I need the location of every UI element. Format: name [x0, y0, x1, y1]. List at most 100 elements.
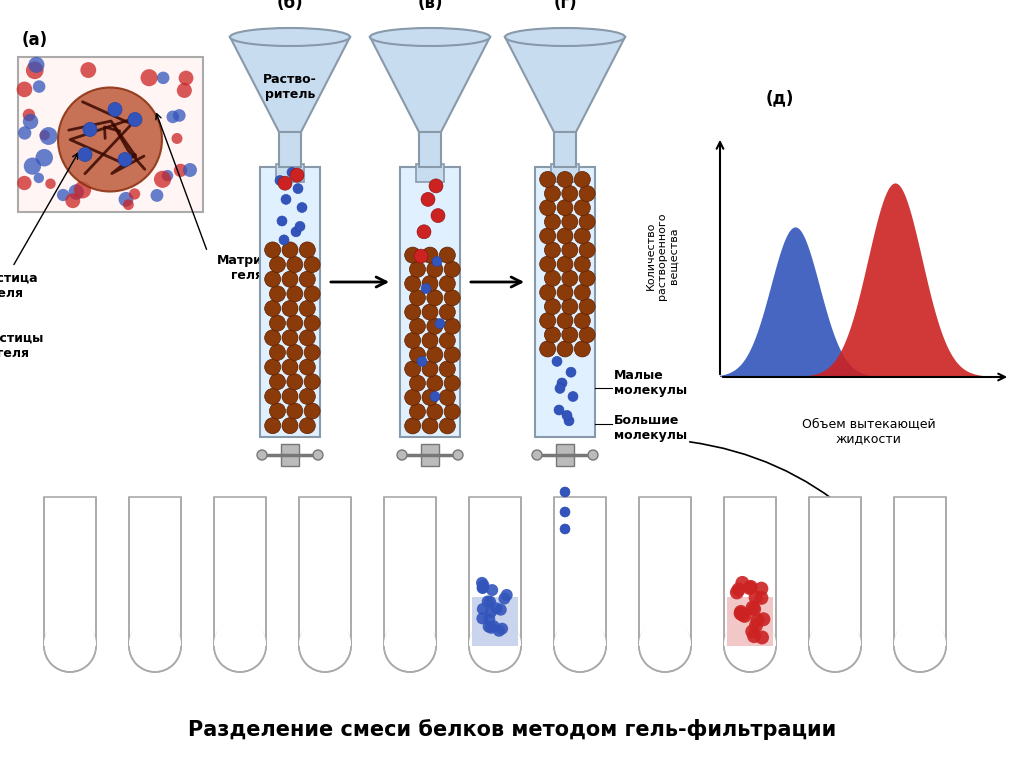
- Circle shape: [304, 257, 321, 272]
- Circle shape: [545, 242, 560, 258]
- Circle shape: [745, 624, 759, 638]
- Text: Большие
молекулы: Большие молекулы: [614, 414, 687, 443]
- Ellipse shape: [469, 618, 521, 670]
- Circle shape: [439, 304, 456, 320]
- Circle shape: [66, 193, 80, 208]
- Circle shape: [69, 184, 84, 199]
- Circle shape: [557, 256, 573, 272]
- Text: (в): (в): [417, 0, 442, 12]
- Circle shape: [432, 256, 442, 266]
- Ellipse shape: [894, 620, 946, 672]
- Text: (б): (б): [276, 0, 303, 12]
- Polygon shape: [505, 37, 625, 132]
- Circle shape: [264, 330, 281, 346]
- Circle shape: [171, 133, 182, 144]
- Circle shape: [496, 623, 508, 634]
- Circle shape: [737, 609, 752, 623]
- Circle shape: [562, 186, 578, 202]
- Ellipse shape: [554, 620, 606, 672]
- Circle shape: [755, 591, 768, 605]
- Circle shape: [562, 298, 578, 314]
- Circle shape: [304, 344, 321, 360]
- Circle shape: [275, 176, 285, 186]
- Text: Объем вытекающей
жидкости: Объем вытекающей жидкости: [802, 417, 935, 445]
- Circle shape: [557, 199, 573, 216]
- Circle shape: [545, 270, 560, 286]
- Circle shape: [748, 602, 761, 616]
- Circle shape: [580, 298, 595, 314]
- Bar: [554, 497, 606, 646]
- Circle shape: [734, 605, 748, 619]
- Circle shape: [29, 57, 44, 73]
- Circle shape: [421, 193, 435, 206]
- Text: Матрикс
геля: Матрикс геля: [217, 254, 279, 282]
- Circle shape: [444, 403, 460, 420]
- Circle shape: [299, 330, 315, 346]
- Circle shape: [404, 304, 421, 320]
- Circle shape: [430, 391, 440, 401]
- Circle shape: [439, 275, 456, 291]
- Text: Количество
растворенного
вещества: Количество растворенного вещества: [645, 212, 679, 300]
- Circle shape: [742, 581, 757, 595]
- Bar: [299, 497, 351, 646]
- Circle shape: [293, 183, 303, 193]
- Circle shape: [560, 487, 570, 497]
- Text: (г): (г): [553, 0, 577, 12]
- Ellipse shape: [384, 620, 436, 672]
- Circle shape: [580, 186, 595, 202]
- Circle shape: [560, 507, 570, 517]
- Circle shape: [257, 450, 267, 460]
- Circle shape: [495, 604, 507, 616]
- Ellipse shape: [554, 618, 606, 670]
- Ellipse shape: [894, 618, 946, 670]
- Circle shape: [157, 71, 169, 84]
- Circle shape: [476, 612, 488, 624]
- Circle shape: [45, 179, 55, 189]
- Circle shape: [40, 130, 50, 140]
- Circle shape: [417, 225, 431, 239]
- Circle shape: [404, 418, 421, 434]
- Circle shape: [36, 149, 53, 166]
- Circle shape: [178, 71, 194, 85]
- Circle shape: [485, 622, 498, 634]
- Bar: [281, 444, 299, 466]
- Circle shape: [540, 285, 556, 301]
- Circle shape: [282, 272, 298, 287]
- Circle shape: [731, 583, 745, 597]
- Bar: [400, 167, 460, 437]
- Circle shape: [40, 127, 57, 145]
- Circle shape: [540, 313, 556, 329]
- Circle shape: [17, 176, 32, 190]
- Circle shape: [444, 318, 460, 334]
- Ellipse shape: [214, 620, 266, 672]
- Circle shape: [269, 257, 286, 272]
- Circle shape: [745, 601, 760, 614]
- Circle shape: [557, 285, 573, 301]
- Bar: [44, 497, 96, 646]
- Bar: [260, 167, 319, 437]
- Circle shape: [264, 418, 281, 433]
- Bar: [214, 497, 266, 646]
- Circle shape: [404, 390, 421, 406]
- Circle shape: [174, 163, 187, 177]
- Circle shape: [123, 199, 134, 210]
- Text: Частицы
геля: Частицы геля: [0, 332, 44, 360]
- Circle shape: [562, 270, 578, 286]
- Text: Частица
геля: Частица геля: [0, 272, 37, 300]
- Bar: [416, 164, 444, 182]
- Circle shape: [540, 341, 556, 357]
- Circle shape: [414, 249, 428, 263]
- Circle shape: [410, 403, 425, 420]
- Circle shape: [557, 313, 573, 329]
- Circle shape: [486, 584, 499, 596]
- Circle shape: [23, 109, 35, 121]
- Circle shape: [439, 418, 456, 434]
- Circle shape: [557, 228, 573, 244]
- Circle shape: [499, 593, 510, 604]
- Circle shape: [574, 199, 590, 216]
- Bar: [421, 444, 439, 466]
- Bar: [724, 497, 776, 646]
- Circle shape: [287, 344, 303, 360]
- Circle shape: [410, 375, 425, 391]
- Text: Разделение смеси белков методом гель-фильтрации: Разделение смеси белков методом гель-фил…: [187, 719, 837, 739]
